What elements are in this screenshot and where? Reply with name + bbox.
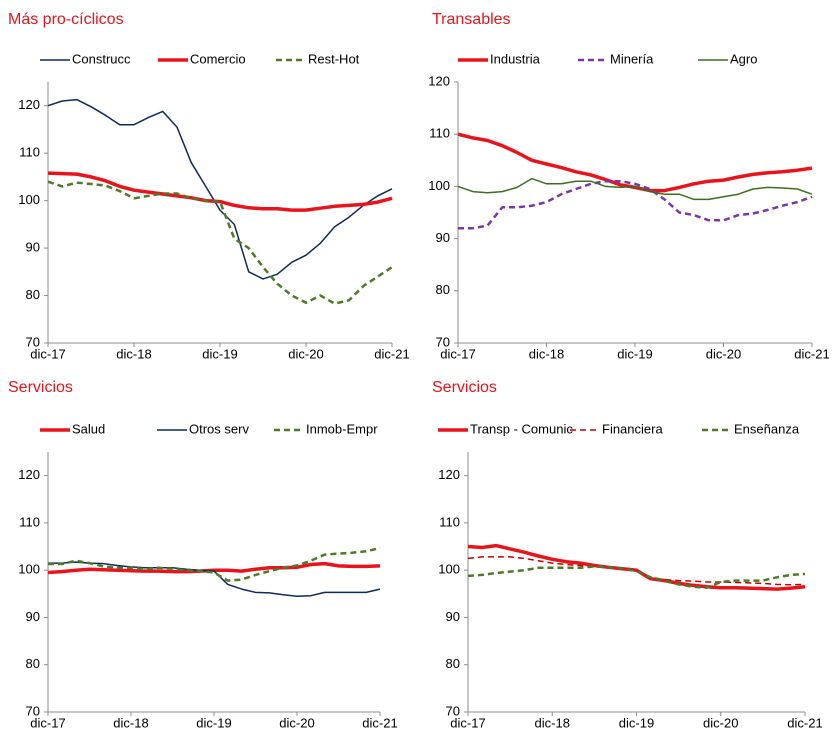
series-line xyxy=(47,98,393,280)
series-line xyxy=(48,561,381,597)
x-tick-label: dic-21 xyxy=(374,346,409,361)
series-line xyxy=(47,171,393,212)
y-tick-label: 100 xyxy=(428,178,450,193)
y-tick-label: 110 xyxy=(19,514,40,529)
y-tick-label: 110 xyxy=(429,126,450,141)
legend-label: Minería xyxy=(610,51,654,66)
legend-label: Otros serv xyxy=(189,421,249,436)
x-tick-label: dic-18 xyxy=(535,715,570,730)
series-line xyxy=(457,177,813,201)
x-tick-label: dic-19 xyxy=(619,715,654,730)
x-tick-label: dic-18 xyxy=(116,346,151,361)
x-tick-label: dic-19 xyxy=(202,346,237,361)
x-tick-label: dic-21 xyxy=(362,715,397,730)
y-tick-label: 90 xyxy=(436,230,450,245)
x-tick-label: dic-18 xyxy=(529,346,564,361)
y-tick-label: 90 xyxy=(26,240,40,255)
y-tick-label: 80 xyxy=(446,656,460,671)
y-tick-label: 100 xyxy=(18,562,40,577)
y-tick-label: 80 xyxy=(436,282,450,297)
x-tick-label: dic-20 xyxy=(703,715,738,730)
x-tick-label: dic-17 xyxy=(440,346,475,361)
x-tick-label: dic-20 xyxy=(279,715,314,730)
y-tick-label: 70 xyxy=(436,334,450,349)
y-tick-label: 110 xyxy=(19,145,40,160)
series-line xyxy=(467,565,806,589)
x-tick-label: dic-17 xyxy=(30,715,65,730)
y-tick-label: 120 xyxy=(428,73,450,88)
series-line xyxy=(47,561,381,575)
legend-label: Comercio xyxy=(190,51,246,66)
y-tick-label: 110 xyxy=(439,514,460,529)
y-tick-label: 90 xyxy=(446,609,460,624)
x-tick-label: dic-21 xyxy=(787,715,822,730)
y-tick-label: 70 xyxy=(26,703,40,718)
series-line xyxy=(457,132,813,193)
series-line xyxy=(48,546,381,582)
x-tick-label: dic-20 xyxy=(288,346,323,361)
legend-label: Financiera xyxy=(602,421,663,436)
x-tick-label: dic-17 xyxy=(450,715,485,730)
x-tick-label: dic-19 xyxy=(196,715,231,730)
legend-label: Rest-Hot xyxy=(308,51,360,66)
x-tick-label: dic-17 xyxy=(30,346,65,361)
series-line xyxy=(467,556,806,586)
legend-label: Transp - Comunic xyxy=(470,421,573,436)
chart-title: Servicios xyxy=(432,379,497,396)
y-tick-label: 70 xyxy=(446,703,460,718)
chart-title: Más pro-cíclicos xyxy=(8,11,124,28)
y-tick-label: 80 xyxy=(26,656,40,671)
y-tick-label: 120 xyxy=(18,97,40,112)
legend-label: Industria xyxy=(490,51,541,66)
legend-label: Construcc xyxy=(72,51,131,66)
chart-title: Transables xyxy=(432,11,511,28)
y-tick-label: 80 xyxy=(26,287,40,302)
legend-label: Agro xyxy=(730,51,757,66)
x-tick-label: dic-19 xyxy=(617,346,652,361)
legend-label: Enseñanza xyxy=(734,421,800,436)
x-tick-label: dic-20 xyxy=(706,346,741,361)
y-tick-label: 100 xyxy=(18,192,40,207)
series-line xyxy=(458,179,813,230)
legend-label: Inmob-Empr xyxy=(306,421,378,436)
y-tick-label: 90 xyxy=(26,609,40,624)
legend-label: Salud xyxy=(72,421,105,436)
y-tick-label: 120 xyxy=(18,467,40,482)
y-tick-label: 70 xyxy=(26,334,40,349)
series-line xyxy=(467,543,806,591)
y-tick-label: 120 xyxy=(438,467,460,482)
y-tick-label: 100 xyxy=(438,562,460,577)
x-tick-label: dic-18 xyxy=(113,715,148,730)
chart-title: Servicios xyxy=(8,379,73,396)
x-tick-label: dic-21 xyxy=(794,346,829,361)
